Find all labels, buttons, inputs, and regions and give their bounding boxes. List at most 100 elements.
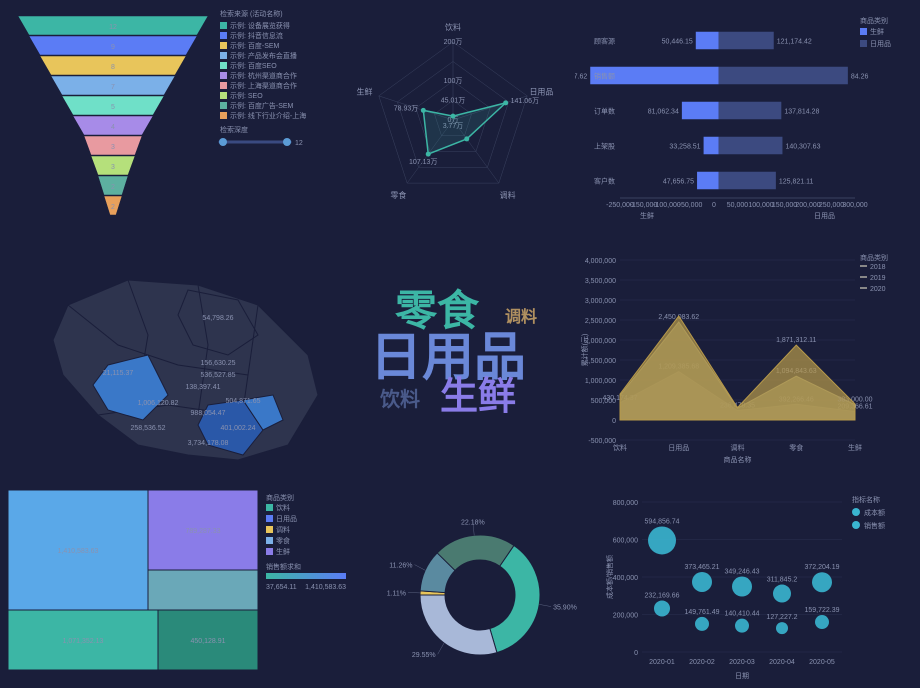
svg-text:-50,000: -50,000: [679, 202, 703, 209]
svg-text:调料: 调料: [500, 190, 516, 200]
svg-text:销售额求和: 销售额求和: [266, 562, 301, 571]
svg-text:示例: 抖音信息流: 示例: 抖音信息流: [230, 31, 283, 40]
svg-text:1,410,583.63: 1,410,583.63: [305, 584, 346, 591]
svg-text:调料: 调料: [731, 443, 745, 452]
svg-text:2: 2: [111, 184, 115, 191]
china-map: 54,798.26 21,115.37 156,630.25 536,527.85 13…: [8, 245, 358, 475]
svg-text:50,446.15: 50,446.15: [662, 39, 693, 46]
svg-text:生鲜: 生鲜: [276, 547, 290, 556]
svg-text:12: 12: [295, 140, 303, 147]
svg-text:8: 8: [111, 64, 115, 71]
svg-text:600,000: 600,000: [613, 538, 638, 545]
svg-text:121,174.42: 121,174.42: [777, 39, 812, 46]
scatter-chart: 0200,000400,000600,000800,0002020-012020…: [600, 490, 915, 685]
svg-text:2: 2: [111, 204, 115, 211]
svg-text:商品类别: 商品类别: [860, 253, 888, 262]
svg-text:988,054.47: 988,054.47: [190, 410, 225, 417]
svg-text:450,128.91: 450,128.91: [190, 638, 225, 645]
svg-text:饮料: 饮料: [276, 503, 290, 512]
svg-text:2020-05: 2020-05: [809, 659, 835, 666]
svg-text:1,410,583.63: 1,410,583.63: [58, 548, 99, 555]
svg-text:149,761.49: 149,761.49: [684, 609, 719, 616]
svg-text:2019: 2019: [870, 275, 886, 282]
svg-text:销售额: 销售额: [864, 521, 885, 530]
svg-text:232,169.66: 232,169.66: [644, 592, 679, 599]
svg-text:536,527.85: 536,527.85: [200, 372, 235, 379]
svg-text:54,798.26: 54,798.26: [202, 315, 233, 322]
svg-text:客户数: 客户数: [594, 177, 615, 186]
svg-text:200,000: 200,000: [795, 202, 820, 209]
svg-text:检索来源 (活动名称): 检索来源 (活动名称): [220, 9, 283, 18]
svg-text:258,536.52: 258,536.52: [130, 425, 165, 432]
svg-text:37,654.11: 37,654.11: [266, 584, 297, 591]
svg-text:生鲜: 生鲜: [848, 443, 862, 452]
svg-text:示例: 百度广告-SEM: 示例: 百度广告-SEM: [230, 101, 294, 110]
svg-text:0: 0: [612, 418, 616, 425]
svg-text:300,000: 300,000: [842, 202, 867, 209]
svg-text:2020-04: 2020-04: [769, 659, 795, 666]
svg-text:349,246.43: 349,246.43: [724, 569, 759, 576]
svg-text:21,115.37: 21,115.37: [103, 370, 134, 377]
wordcloud-panel: 零食调料日用品饮料生鲜: [370, 280, 560, 440]
svg-text:107.13万: 107.13万: [409, 158, 437, 166]
svg-text:45.01万: 45.01万: [441, 97, 466, 105]
svg-text:4: 4: [111, 124, 115, 131]
svg-text:日期: 日期: [735, 672, 749, 680]
svg-text:日用品: 日用品: [668, 444, 689, 452]
scatter-panel: 0200,000400,000600,000800,0002020-012020…: [600, 490, 915, 685]
svg-text:50,000: 50,000: [727, 202, 749, 209]
svg-text:372,204.19: 372,204.19: [804, 564, 839, 571]
svg-text:141.06万: 141.06万: [511, 97, 539, 105]
map-panel: 54,798.26 21,115.37 156,630.25 536,527.85 13…: [8, 245, 358, 475]
svg-text:-100,000: -100,000: [653, 202, 681, 209]
svg-text:159,722.39: 159,722.39: [804, 607, 839, 614]
svg-text:22.18%: 22.18%: [461, 519, 485, 526]
svg-text:日用品: 日用品: [870, 40, 891, 48]
radar-chart: 饮料日用品调料零食生鲜200万100万45.01万3.77万0万141.06万1…: [335, 5, 570, 230]
svg-text:示例: 百度SEO: 示例: 百度SEO: [230, 61, 277, 70]
svg-text:29.55%: 29.55%: [412, 652, 436, 659]
svg-text:销售额: 销售额: [594, 72, 615, 81]
treemap-chart: 1,410,583.63 789,287.33 1,071,352.13 450,12…: [8, 490, 358, 680]
svg-text:789,287.33: 789,287.33: [185, 528, 220, 535]
svg-text:2018: 2018: [870, 264, 886, 271]
svg-text:示例: 上海渠道商合作: 示例: 上海渠道商合作: [230, 81, 297, 90]
svg-text:2020-03: 2020-03: [729, 659, 755, 666]
svg-text:140,307.63: 140,307.63: [785, 144, 820, 151]
funnel-chart: 12987543322检索来源 (活动名称)示例: 设备展览获得示例: 抖音信息…: [8, 8, 328, 233]
svg-text:1,500,000: 1,500,000: [585, 358, 616, 365]
svg-text:1,071,352.13: 1,071,352.13: [63, 638, 104, 645]
svg-text:2,500,000: 2,500,000: [585, 318, 616, 325]
svg-text:81,062.34: 81,062.34: [648, 109, 679, 116]
svg-text:140,410.44: 140,410.44: [724, 611, 759, 618]
svg-text:1,006,120.82: 1,006,120.82: [138, 400, 179, 407]
svg-text:饮料: 饮料: [445, 22, 461, 32]
svg-text:2020-02: 2020-02: [689, 659, 715, 666]
svg-text:商品类别: 商品类别: [266, 493, 294, 502]
svg-text:127,227.2: 127,227.2: [766, 614, 797, 621]
svg-text:125,821.11: 125,821.11: [779, 179, 814, 186]
area-chart: -500,0000500,0001,000,0001,500,0002,000,…: [575, 245, 915, 475]
svg-text:156,630.25: 156,630.25: [200, 360, 235, 367]
svg-text:日用品: 日用品: [814, 212, 835, 220]
svg-text:日用品: 日用品: [276, 515, 297, 523]
svg-text:饮料: 饮料: [613, 443, 627, 452]
svg-text:检索深度: 检索深度: [220, 125, 248, 134]
radar-panel: 饮料日用品调料零食生鲜200万100万45.01万3.77万0万141.06万1…: [335, 5, 570, 230]
svg-text:138,397.41: 138,397.41: [185, 384, 220, 391]
svg-text:示例: 百度-SEM: 示例: 百度-SEM: [230, 41, 280, 50]
svg-text:800,000: 800,000: [613, 500, 638, 507]
svg-text:100万: 100万: [444, 77, 463, 85]
svg-text:示例: 设备展览获得: 示例: 设备展览获得: [230, 21, 290, 30]
wordcloud: 零食调料日用品饮料生鲜: [370, 280, 560, 440]
svg-text:311,845.2: 311,845.2: [767, 577, 798, 584]
svg-text:200万: 200万: [444, 38, 463, 46]
svg-text:2,000,000: 2,000,000: [585, 338, 616, 345]
svg-text:0: 0: [712, 202, 716, 209]
hbar-panel: 商品类别生鲜日用品50,446.15121,174.42顾客源282,747.6…: [575, 8, 915, 233]
svg-text:1,000,000: 1,000,000: [585, 378, 616, 385]
svg-text:商品名称: 商品名称: [724, 455, 752, 464]
svg-text:250,000: 250,000: [819, 202, 844, 209]
svg-text:0: 0: [634, 650, 638, 657]
treemap-panel: 1,410,583.63 789,287.33 1,071,352.13 450,12…: [8, 490, 358, 680]
